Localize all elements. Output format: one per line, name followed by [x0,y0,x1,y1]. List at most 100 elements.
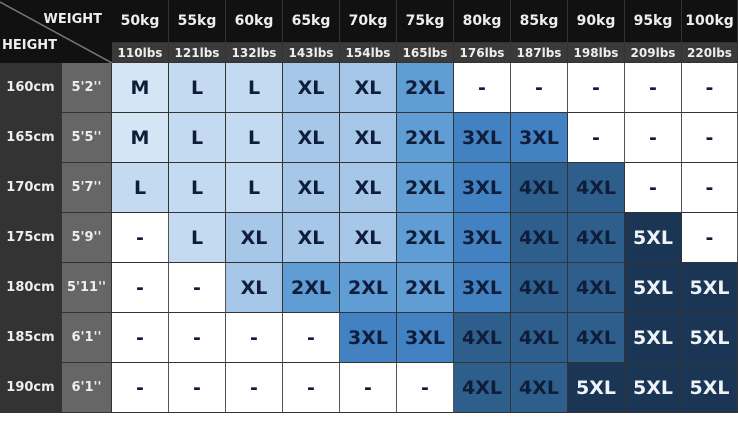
size-cell: 4XL [454,313,511,363]
size-cell: XL [226,263,283,313]
size-cell: - [340,363,397,413]
weight-lbs-header: 143lbs [283,43,340,63]
height-ft-cell: 5'9'' [62,213,112,263]
weight-label: WEIGHT [43,12,102,27]
height-ft-cell: 6'1'' [62,313,112,363]
size-cell: - [112,313,169,363]
size-cell: 3XL [454,113,511,163]
size-cell: - [112,263,169,313]
size-cell: - [568,63,625,113]
size-cell: 3XL [454,163,511,213]
size-cell: L [226,113,283,163]
weight-kg-header: 75kg [397,0,454,43]
size-cell: 5XL [682,313,738,363]
size-cell: L [169,213,226,263]
height-ft-cell: 5'5'' [62,113,112,163]
weight-lbs-header: 209lbs [625,43,682,63]
size-cell: 4XL [511,263,568,313]
size-cell: - [169,313,226,363]
height-cm-cell: 185cm [0,313,62,363]
size-cell: L [169,63,226,113]
weight-lbs-header: 220lbs [682,43,738,63]
size-cell: - [169,363,226,413]
size-cell: - [682,163,738,213]
size-cell: - [682,113,738,163]
size-cell: 3XL [511,113,568,163]
size-cell: 2XL [397,263,454,313]
size-cell: - [625,113,682,163]
size-cell: 4XL [511,313,568,363]
size-cell: - [511,63,568,113]
height-cm-cell: 175cm [0,213,62,263]
height-ft-cell: 5'11'' [62,263,112,313]
size-cell: - [283,363,340,413]
diagonal-divider [0,1,112,63]
size-cell: M [112,113,169,163]
weight-lbs-header: 154lbs [340,43,397,63]
size-cell: L [169,163,226,213]
weight-kg-header: 60kg [226,0,283,43]
size-cell: L [226,163,283,213]
size-cell: - [625,163,682,213]
size-cell: - [226,313,283,363]
size-cell: - [112,213,169,263]
size-cell: M [112,63,169,113]
size-cell: XL [283,113,340,163]
size-cell: 2XL [397,163,454,213]
size-cell: L [169,113,226,163]
size-cell: XL [340,63,397,113]
size-cell: 5XL [625,213,682,263]
weight-kg-header: 85kg [511,0,568,43]
weight-lbs-header: 198lbs [568,43,625,63]
size-cell: 4XL [454,363,511,413]
weight-kg-header: 100kg [682,0,738,43]
height-ft-cell: 6'1'' [62,363,112,413]
size-cell: 5XL [568,363,625,413]
size-cell: 5XL [625,263,682,313]
height-label: HEIGHT [2,38,58,53]
size-cell: 3XL [397,313,454,363]
size-cell: XL [283,213,340,263]
size-cell: - [169,263,226,313]
size-cell: 2XL [397,63,454,113]
size-cell: 2XL [340,263,397,313]
weight-kg-header: 90kg [568,0,625,43]
size-cell: 3XL [454,263,511,313]
weight-lbs-header: 132lbs [226,43,283,63]
size-cell: - [682,63,738,113]
weight-kg-header: 55kg [169,0,226,43]
height-cm-cell: 180cm [0,263,62,313]
weight-kg-header: 70kg [340,0,397,43]
size-cell: 4XL [568,263,625,313]
size-cell: XL [340,213,397,263]
size-cell: 3XL [454,213,511,263]
weight-lbs-header: 176lbs [454,43,511,63]
size-cell: XL [283,63,340,113]
size-cell: L [112,163,169,213]
size-cell: 3XL [340,313,397,363]
height-cm-cell: 190cm [0,363,62,413]
size-cell: - [454,63,511,113]
weight-kg-header: 65kg [283,0,340,43]
size-cell: XL [340,163,397,213]
size-cell: - [625,63,682,113]
size-cell: 4XL [511,363,568,413]
height-ft-cell: 5'7'' [62,163,112,213]
size-cell: 2XL [283,263,340,313]
size-cell: 2XL [397,113,454,163]
size-cell: - [283,313,340,363]
height-cm-cell: 160cm [0,63,62,113]
weight-lbs-header: 187lbs [511,43,568,63]
weight-lbs-header: 165lbs [397,43,454,63]
size-cell: XL [283,163,340,213]
size-cell: - [682,213,738,263]
weight-lbs-header: 110lbs [112,43,169,63]
size-cell: 2XL [397,213,454,263]
size-cell: 5XL [682,363,738,413]
size-cell: L [226,63,283,113]
size-cell: 5XL [682,263,738,313]
size-cell: XL [340,113,397,163]
table-corner-header: WEIGHT HEIGHT [0,0,112,63]
weight-kg-header: 80kg [454,0,511,43]
weight-lbs-header: 121lbs [169,43,226,63]
